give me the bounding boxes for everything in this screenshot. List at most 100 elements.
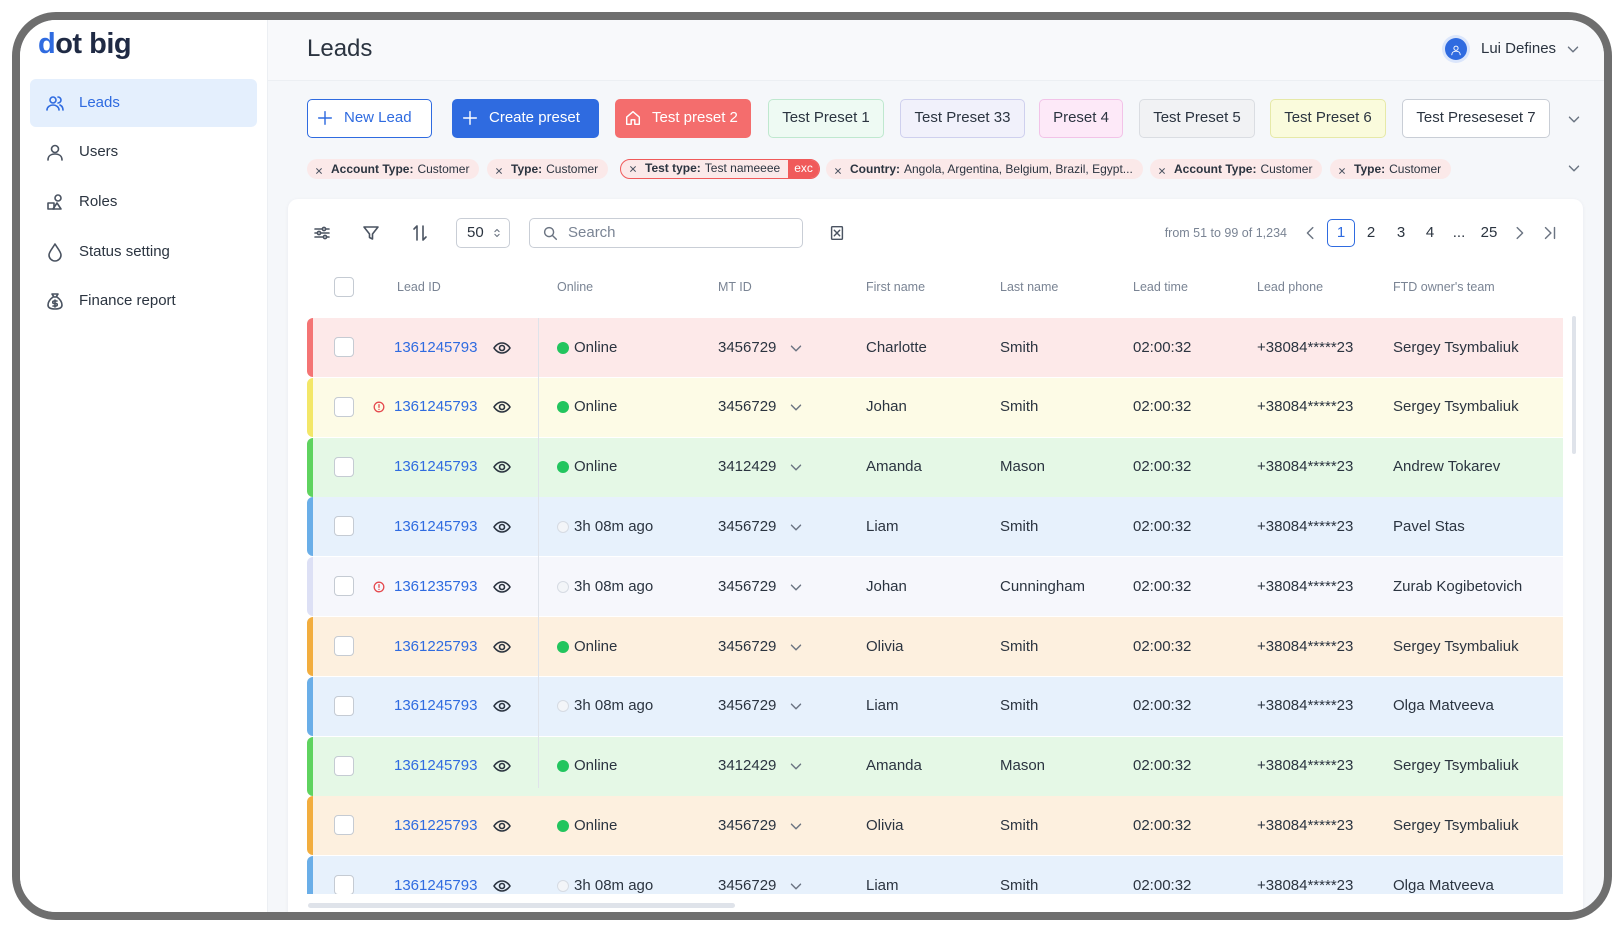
table-row[interactable]: 1361225793 Online 3456729 Olivia Smith 02:00:…	[307, 617, 1563, 676]
lead-id-link[interactable]: 1361225793	[394, 637, 478, 655]
mt-id-dropdown[interactable]	[787, 638, 805, 656]
filters-more[interactable]	[1565, 159, 1583, 177]
table-row[interactable]: 1361235793 3h 08m ago 3456729 Johan Cunningh…	[307, 557, 1563, 617]
filter-chip[interactable]: Test type: Test nameeee exc	[620, 159, 820, 179]
nav-item[interactable]: Status setting	[79, 243, 170, 260]
page-number[interactable]: 1	[1336, 224, 1346, 241]
row-checkbox[interactable]	[334, 875, 354, 894]
avatar[interactable]	[1445, 38, 1467, 60]
nav-icon[interactable]	[45, 242, 65, 262]
lead-id-link[interactable]: 1361245793	[394, 876, 478, 894]
user-menu-chevron[interactable]	[1564, 40, 1582, 58]
chip-remove[interactable]	[1336, 163, 1348, 175]
column-header[interactable]: Online	[557, 279, 594, 294]
column-header[interactable]: Lead phone	[1257, 279, 1324, 294]
column-header[interactable]: First name	[866, 279, 926, 294]
row-checkbox[interactable]	[334, 815, 354, 836]
view-lead-button[interactable]	[492, 338, 512, 358]
mt-id-dropdown[interactable]	[787, 757, 805, 775]
mt-id-dropdown[interactable]	[787, 817, 805, 835]
view-lead-button[interactable]	[492, 577, 512, 597]
preset-button[interactable]: Create preset	[452, 99, 599, 138]
column-header[interactable]: Lead time	[1133, 279, 1188, 294]
filter-chip[interactable]: Account Type: Customer	[1150, 159, 1323, 179]
table-row[interactable]: 1361245793 Online 3456729 Charlotte Smith 02:…	[307, 318, 1563, 377]
mt-id-dropdown[interactable]	[787, 398, 805, 416]
mt-id-dropdown[interactable]	[787, 518, 805, 536]
preset-button[interactable]: Test preset 2	[615, 99, 751, 138]
row-checkbox[interactable]	[334, 755, 354, 776]
mt-id-dropdown[interactable]	[787, 877, 805, 894]
row-checkbox[interactable]	[334, 456, 354, 477]
page-number[interactable]: ...	[1452, 224, 1466, 241]
nav-item[interactable]: Users	[79, 143, 119, 160]
nav-icon[interactable]	[45, 142, 65, 162]
nav-item[interactable]: Roles	[79, 193, 118, 210]
row-checkbox[interactable]	[334, 337, 354, 357]
table-row[interactable]: 1361245793 Online 3456729 Johan Smith 02:00:3…	[307, 377, 1563, 437]
mt-id-dropdown[interactable]	[787, 339, 805, 357]
chip-remove[interactable]	[627, 163, 639, 175]
nav-icon[interactable]	[45, 192, 65, 212]
filter-chip[interactable]: Country: Angola, Argentina, Belgium, Braz…	[826, 159, 1143, 179]
mt-id-dropdown[interactable]	[787, 578, 805, 596]
page-number[interactable]: 4	[1425, 224, 1435, 241]
view-lead-button[interactable]	[492, 696, 512, 716]
nav-icon[interactable]	[45, 291, 65, 311]
sort-button[interactable]	[410, 223, 430, 243]
view-lead-button[interactable]	[492, 637, 512, 657]
search-input[interactable]: Search	[529, 218, 803, 248]
row-checkbox[interactable]	[334, 636, 354, 656]
filter-chip[interactable]: Type: Customer	[487, 159, 609, 179]
nav-item[interactable]: Leads	[79, 94, 120, 111]
export-excel-button[interactable]	[828, 224, 846, 242]
lead-id-link[interactable]: 1361245793	[394, 338, 478, 356]
column-header[interactable]: FTD owner's team	[1393, 279, 1495, 294]
table-row[interactable]: 1361245793 3h 08m ago 3456729 Liam Smith 02:0…	[307, 856, 1563, 894]
nav-item[interactable]: Finance report	[79, 292, 176, 309]
column-header[interactable]: MT ID	[718, 279, 752, 294]
nav-icon[interactable]	[45, 93, 65, 113]
table-row[interactable]: 1361245793 3h 08m ago 3456729 Liam Smith 02:0…	[307, 676, 1563, 736]
lead-id-link[interactable]: 1361235793	[394, 577, 478, 595]
view-lead-button[interactable]	[492, 517, 512, 537]
page-number[interactable]: 3	[1396, 224, 1406, 241]
lead-id-link[interactable]: 1361245793	[394, 517, 478, 535]
columns-button[interactable]	[312, 223, 332, 243]
view-lead-button[interactable]	[492, 397, 512, 417]
table-row[interactable]: 1361225793 Online 3456729 Olivia Smith 02:00:…	[307, 796, 1563, 856]
column-header[interactable]: Last name	[1000, 279, 1059, 294]
mt-id-dropdown[interactable]	[787, 458, 805, 476]
page-last[interactable]	[1541, 224, 1559, 242]
logo[interactable]: dot big	[38, 28, 132, 60]
presets-more[interactable]	[1565, 110, 1583, 128]
lead-id-link[interactable]: 1361225793	[394, 816, 478, 834]
page-number[interactable]: 25	[1480, 224, 1498, 241]
preset-button[interactable]: Preset 4	[1039, 99, 1123, 138]
chip-remove[interactable]	[313, 163, 325, 175]
filter-button[interactable]	[361, 223, 381, 243]
page-next[interactable]	[1510, 224, 1528, 242]
lead-id-link[interactable]: 1361245793	[394, 458, 478, 476]
header-checkbox[interactable]	[334, 277, 354, 297]
table-row[interactable]: 1361245793 Online 3412429 Amanda Mason 02:00:…	[307, 736, 1563, 796]
row-checkbox[interactable]	[334, 516, 354, 537]
lead-id-link[interactable]: 1361245793	[394, 757, 478, 775]
lead-id-link[interactable]: 1361245793	[394, 398, 478, 416]
preset-button[interactable]: Test Preset 1	[768, 99, 884, 138]
view-lead-button[interactable]	[492, 457, 512, 477]
table-row[interactable]: 1361245793 Online 3412429 Amanda Mason 02:00:…	[307, 437, 1563, 497]
row-checkbox[interactable]	[334, 576, 354, 597]
preset-button[interactable]: Test Preset 33	[900, 99, 1025, 138]
view-lead-button[interactable]	[492, 876, 512, 894]
view-lead-button[interactable]	[492, 816, 512, 836]
filter-chip[interactable]: Account Type: Customer	[307, 159, 480, 179]
row-checkbox[interactable]	[334, 695, 354, 716]
page-number[interactable]: 2	[1366, 224, 1376, 241]
lead-id-link[interactable]: 1361245793	[394, 697, 478, 715]
row-checkbox[interactable]	[334, 396, 354, 417]
mt-id-dropdown[interactable]	[787, 697, 805, 715]
chip-remove[interactable]	[493, 163, 505, 175]
preset-button[interactable]: New Lead	[307, 99, 432, 138]
preset-button[interactable]: Test Preseseset 7	[1402, 99, 1550, 138]
